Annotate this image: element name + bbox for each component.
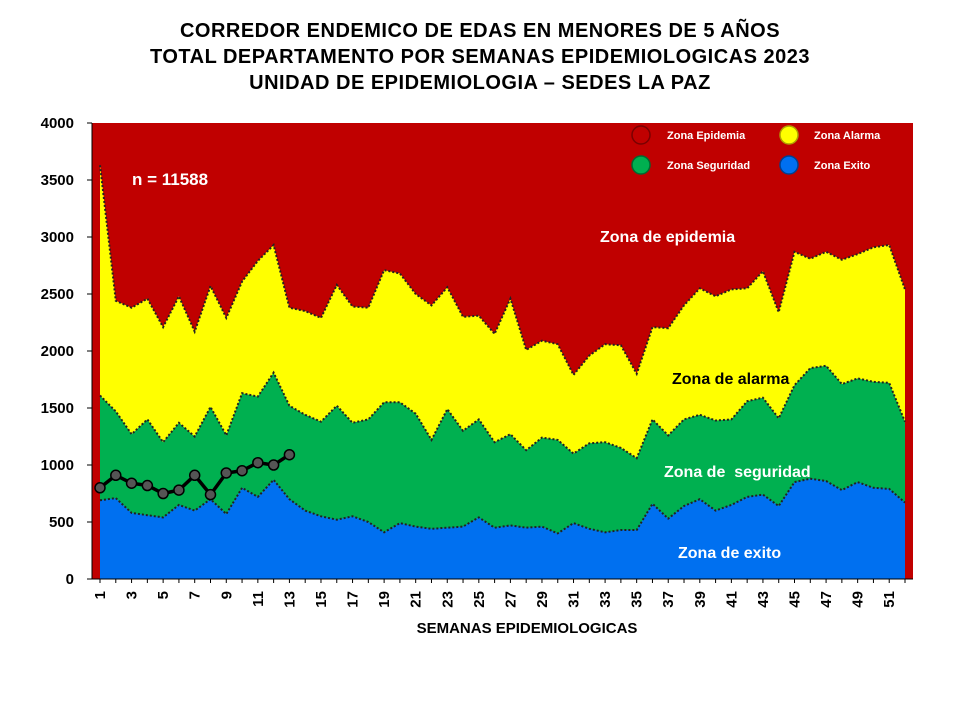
legend-marker-exito xyxy=(779,155,799,175)
title-line-3: UNIDAD DE EPIDEMIOLOGIA – SEDES LA PAZ xyxy=(249,72,711,94)
x-tick-label: 3 xyxy=(124,591,141,599)
x-tick-label: 49 xyxy=(850,591,867,608)
x-tick-label: 21 xyxy=(408,591,425,608)
current-year-point xyxy=(220,467,233,479)
zone-label-epidemia: Zona de epidemia xyxy=(600,229,735,246)
y-tick-label: 500 xyxy=(49,514,74,531)
legend-label-alarma: Zona Alarma xyxy=(814,130,881,142)
y-tick-label: 4000 xyxy=(41,115,74,132)
x-tick-label: 31 xyxy=(566,591,583,608)
current-year-point xyxy=(141,479,154,492)
x-tick-label: 33 xyxy=(597,591,614,608)
x-tick-label: 43 xyxy=(755,591,772,608)
x-tick-label: 13 xyxy=(281,591,298,608)
x-tick-label: 17 xyxy=(345,591,362,608)
legend-marker-epidemia xyxy=(631,125,651,145)
zone-label-seguridad: Zona de seguridad xyxy=(664,464,811,481)
x-tick-label: 45 xyxy=(787,591,804,608)
zone-label-exito: Zona de exito xyxy=(678,545,781,562)
x-tick-label: 25 xyxy=(471,591,488,608)
legend-label-exito: Zona Exito xyxy=(814,160,871,172)
x-tick-label: 35 xyxy=(629,591,646,608)
x-tick-label: 5 xyxy=(155,591,172,599)
y-tick-label: 3000 xyxy=(41,229,74,246)
current-year-point xyxy=(110,469,122,482)
y-tick-label: 2000 xyxy=(41,343,74,360)
current-year-point xyxy=(125,477,138,489)
current-year-point xyxy=(236,464,248,477)
current-year-point xyxy=(204,488,217,501)
legend-label-epidemia: Zona Epidemia xyxy=(667,130,746,142)
current-year-point xyxy=(283,448,296,461)
y-tick-label: 2500 xyxy=(41,286,74,303)
x-tick-label: 7 xyxy=(187,591,204,599)
x-tick-label: 15 xyxy=(313,591,330,608)
y-tick-label: 1000 xyxy=(41,457,74,474)
chart-title: CORREDOR ENDEMICO DE EDAS EN MENORES DE … xyxy=(0,18,960,96)
x-tick-label: 19 xyxy=(376,591,393,608)
current-year-point xyxy=(188,469,201,482)
boundary-line-exito xyxy=(99,477,906,535)
zone-label-alarma: Zona de alarma xyxy=(672,371,789,388)
y-tick-label: 1500 xyxy=(41,400,74,417)
x-tick-label: 29 xyxy=(534,591,551,608)
current-year-point xyxy=(157,487,169,500)
x-tick-label: 1 xyxy=(92,591,109,599)
x-tick-label: 23 xyxy=(439,591,456,608)
current-year-point xyxy=(94,482,106,494)
x-tick-label: 39 xyxy=(692,591,709,608)
current-year-point xyxy=(252,456,264,469)
boundary-line-alarma xyxy=(99,165,906,377)
x-tick-label: 11 xyxy=(250,591,267,607)
x-tick-label: 41 xyxy=(723,591,740,608)
x-tick-label: 51 xyxy=(881,591,898,608)
boundary-line-seguridad xyxy=(99,364,906,460)
y-tick-label: 3500 xyxy=(41,172,74,189)
title-line-1: CORREDOR ENDEMICO DE EDAS EN MENORES DE … xyxy=(179,20,781,42)
current-year-point xyxy=(173,484,185,496)
legend-marker-seguridad xyxy=(631,155,651,175)
x-tick-label: 27 xyxy=(502,591,519,608)
legend: Zona Epidemia Zona Alarma Zona Seguridad… xyxy=(631,125,881,175)
zone-exito-area xyxy=(100,478,905,579)
title-line-2: TOTAL DEPARTAMENTO POR SEMANAS EPIDEMIOL… xyxy=(149,46,811,68)
legend-label-seguridad: Zona Seguridad xyxy=(667,160,750,172)
legend-marker-alarma xyxy=(779,125,799,145)
y-tick-label: 0 xyxy=(66,571,74,588)
x-tick-label: 47 xyxy=(818,591,835,608)
x-tick-label: 9 xyxy=(218,591,235,599)
current-year-point xyxy=(267,459,280,471)
plot-area xyxy=(92,123,913,579)
x-tick-label: 37 xyxy=(660,591,677,608)
n-annotation: n = 11588 xyxy=(132,170,208,189)
x-axis-title: SEMANAS EPIDEMIOLOGICAS xyxy=(417,620,638,637)
